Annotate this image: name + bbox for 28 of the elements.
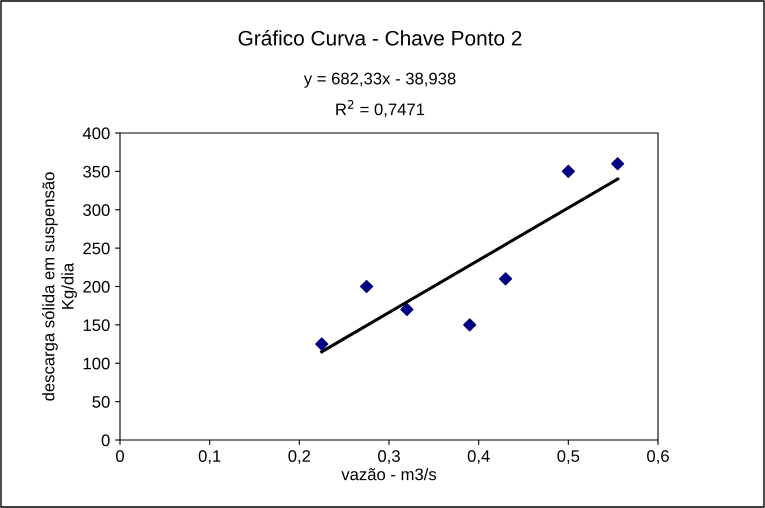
point xyxy=(360,280,374,294)
chart-title: Gráfico Curva - Chave Ponto 2 xyxy=(238,30,522,46)
x-tick-label: 0 xyxy=(116,450,124,462)
y-tick-label: 100 xyxy=(84,358,110,370)
point xyxy=(562,164,575,178)
x-tick-label: 0,5 xyxy=(557,450,580,464)
point xyxy=(611,157,624,170)
y-tick-label: 150 xyxy=(84,319,110,332)
x-tick-label: 0,6 xyxy=(647,450,669,464)
y-tick-label: 50 xyxy=(92,396,110,408)
x-axis-title: vazão - m3/s xyxy=(341,468,436,480)
y-tick-label: 250 xyxy=(83,242,110,254)
point xyxy=(315,337,328,351)
point xyxy=(498,272,512,286)
y-axis-title: descarga sólida em suspensão Kg/dia xyxy=(42,172,77,401)
x-tick-label: 0,2 xyxy=(288,450,310,464)
x-tick-label: 0,1 xyxy=(198,450,220,464)
x-tick-label: 0,3 xyxy=(378,450,400,464)
point xyxy=(400,302,414,316)
y-tick-label: 300 xyxy=(83,204,110,216)
text: R$^{2}$ = 0,7471 xyxy=(336,100,424,118)
x-tick-label: 0,4 xyxy=(468,450,490,464)
y-tick-label: 400 xyxy=(82,127,110,140)
text: y = 682,33x - 38,938 xyxy=(304,72,456,88)
point xyxy=(463,318,476,332)
y-tick-label: 350 xyxy=(83,166,110,178)
y-tick-label: 200 xyxy=(83,280,110,293)
y-tick-label: 0 xyxy=(102,434,110,446)
